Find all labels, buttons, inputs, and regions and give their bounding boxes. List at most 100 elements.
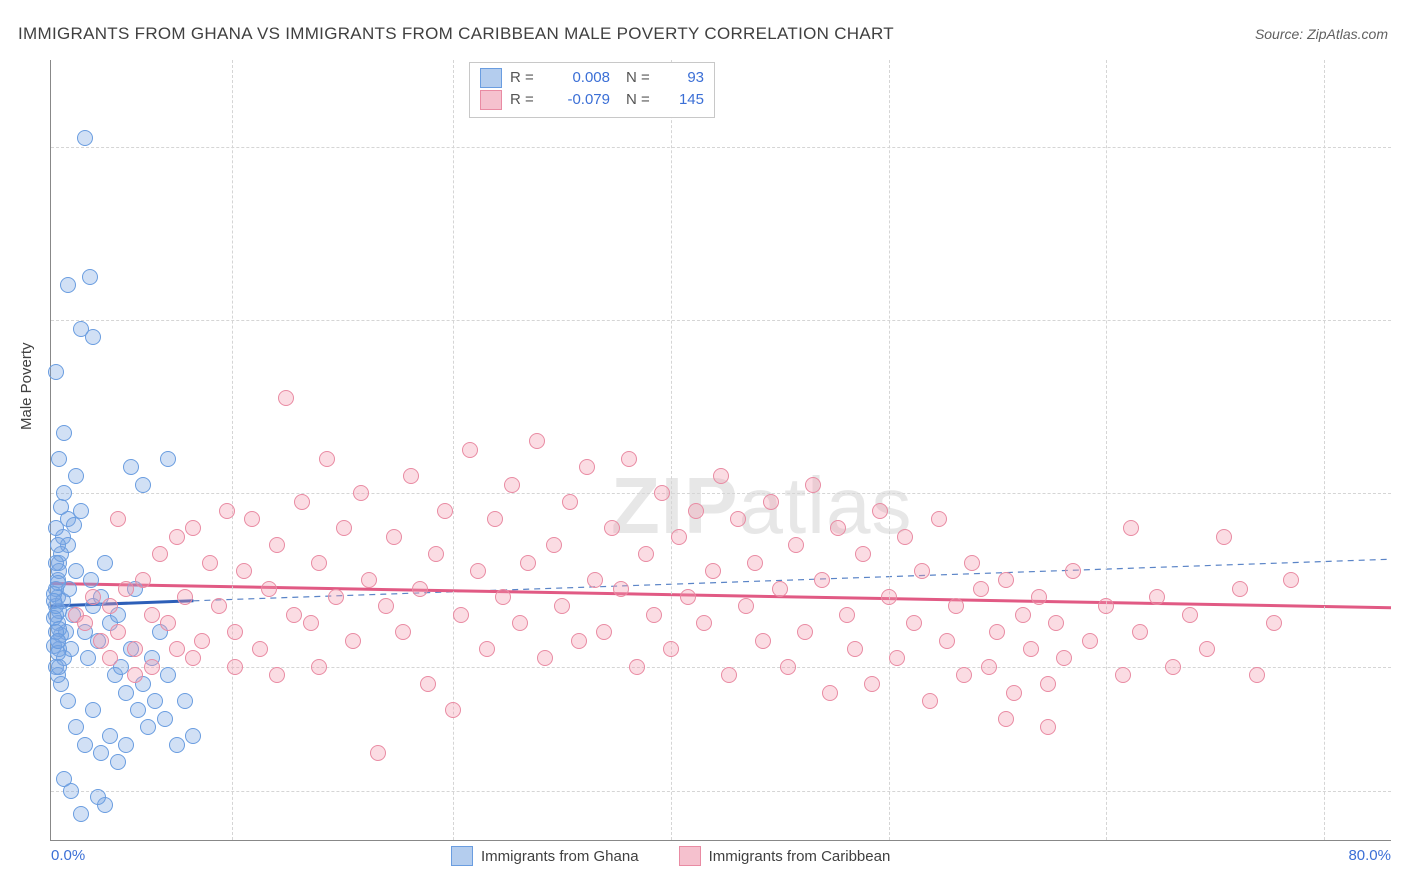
- data-point-caribbean: [797, 624, 813, 640]
- data-point-ghana: [46, 593, 62, 609]
- data-point-caribbean: [353, 485, 369, 501]
- data-point-caribbean: [185, 520, 201, 536]
- data-point-caribbean: [386, 529, 402, 545]
- n-value-ghana: 93: [664, 67, 704, 89]
- data-point-caribbean: [144, 607, 160, 623]
- data-point-caribbean: [504, 477, 520, 493]
- data-point-ghana: [77, 737, 93, 753]
- data-point-caribbean: [412, 581, 428, 597]
- data-point-ghana: [85, 329, 101, 345]
- data-point-caribbean: [872, 503, 888, 519]
- r-value-caribbean: -0.079: [548, 89, 610, 111]
- data-point-caribbean: [713, 468, 729, 484]
- gridline-horizontal: [51, 147, 1391, 148]
- data-point-caribbean: [822, 685, 838, 701]
- gridline-horizontal: [51, 791, 1391, 792]
- series-legend: Immigrants from Ghana Immigrants from Ca…: [451, 846, 890, 866]
- data-point-caribbean: [931, 511, 947, 527]
- legend-label-ghana: Immigrants from Ghana: [481, 848, 639, 865]
- data-point-caribbean: [144, 659, 160, 675]
- data-point-ghana: [169, 737, 185, 753]
- data-point-caribbean: [495, 589, 511, 605]
- data-point-ghana: [77, 130, 93, 146]
- data-point-ghana: [140, 719, 156, 735]
- data-point-ghana: [66, 517, 82, 533]
- data-point-caribbean: [688, 503, 704, 519]
- data-point-caribbean: [571, 633, 587, 649]
- data-point-caribbean: [261, 581, 277, 597]
- data-point-ghana: [60, 277, 76, 293]
- data-point-ghana: [50, 633, 66, 649]
- data-point-caribbean: [1216, 529, 1232, 545]
- data-point-ghana: [177, 693, 193, 709]
- swatch-ghana-bottom: [451, 846, 473, 866]
- data-point-ghana: [60, 693, 76, 709]
- data-point-ghana: [160, 451, 176, 467]
- data-point-caribbean: [747, 555, 763, 571]
- data-point-caribbean: [1149, 589, 1165, 605]
- data-point-caribbean: [269, 667, 285, 683]
- swatch-caribbean-bottom: [679, 846, 701, 866]
- data-point-ghana: [160, 667, 176, 683]
- data-point-caribbean: [286, 607, 302, 623]
- data-point-caribbean: [780, 659, 796, 675]
- chart-title: IMMIGRANTS FROM GHANA VS IMMIGRANTS FROM…: [18, 24, 894, 44]
- legend-row-ghana: R = 0.008 N = 93: [480, 67, 704, 89]
- data-point-caribbean: [537, 650, 553, 666]
- data-point-caribbean: [462, 442, 478, 458]
- data-point-caribbean: [705, 563, 721, 579]
- data-point-caribbean: [453, 607, 469, 623]
- data-point-caribbean: [939, 633, 955, 649]
- gridline-horizontal: [51, 493, 1391, 494]
- data-point-caribbean: [1082, 633, 1098, 649]
- data-point-caribbean: [420, 676, 436, 692]
- data-point-caribbean: [981, 659, 997, 675]
- data-point-caribbean: [1182, 607, 1198, 623]
- data-point-caribbean: [370, 745, 386, 761]
- data-point-ghana: [102, 728, 118, 744]
- data-point-ghana: [51, 659, 67, 675]
- data-point-ghana: [50, 575, 66, 591]
- data-point-caribbean: [696, 615, 712, 631]
- data-point-caribbean: [579, 459, 595, 475]
- data-point-caribbean: [244, 511, 260, 527]
- data-point-caribbean: [1165, 659, 1181, 675]
- data-point-ghana: [51, 451, 67, 467]
- data-point-ghana: [56, 485, 72, 501]
- data-point-caribbean: [989, 624, 1005, 640]
- data-point-caribbean: [998, 711, 1014, 727]
- data-point-caribbean: [219, 503, 235, 519]
- r-label: R =: [510, 67, 540, 89]
- data-point-caribbean: [102, 650, 118, 666]
- data-point-caribbean: [730, 511, 746, 527]
- data-point-caribbean: [311, 555, 327, 571]
- data-point-caribbean: [135, 572, 151, 588]
- data-point-caribbean: [973, 581, 989, 597]
- data-point-ghana: [118, 685, 134, 701]
- data-point-caribbean: [319, 451, 335, 467]
- data-point-caribbean: [169, 641, 185, 657]
- data-point-caribbean: [596, 624, 612, 640]
- gridline-vertical: [232, 60, 233, 840]
- data-point-caribbean: [470, 563, 486, 579]
- data-point-ghana: [123, 459, 139, 475]
- y-axis-label: Male Poverty: [18, 342, 35, 430]
- data-point-caribbean: [345, 633, 361, 649]
- data-point-caribbean: [127, 667, 143, 683]
- n-label: N =: [626, 89, 656, 111]
- data-point-caribbean: [830, 520, 846, 536]
- data-point-caribbean: [604, 520, 620, 536]
- swatch-ghana: [480, 68, 502, 88]
- data-point-ghana: [56, 425, 72, 441]
- data-point-caribbean: [328, 589, 344, 605]
- data-point-ghana: [73, 806, 89, 822]
- data-point-caribbean: [1015, 607, 1031, 623]
- n-label: N =: [626, 67, 656, 89]
- gridline-horizontal: [51, 320, 1391, 321]
- data-point-caribbean: [772, 581, 788, 597]
- data-point-caribbean: [755, 633, 771, 649]
- data-point-caribbean: [177, 589, 193, 605]
- data-point-ghana: [68, 468, 84, 484]
- data-point-caribbean: [127, 641, 143, 657]
- data-point-caribbean: [110, 511, 126, 527]
